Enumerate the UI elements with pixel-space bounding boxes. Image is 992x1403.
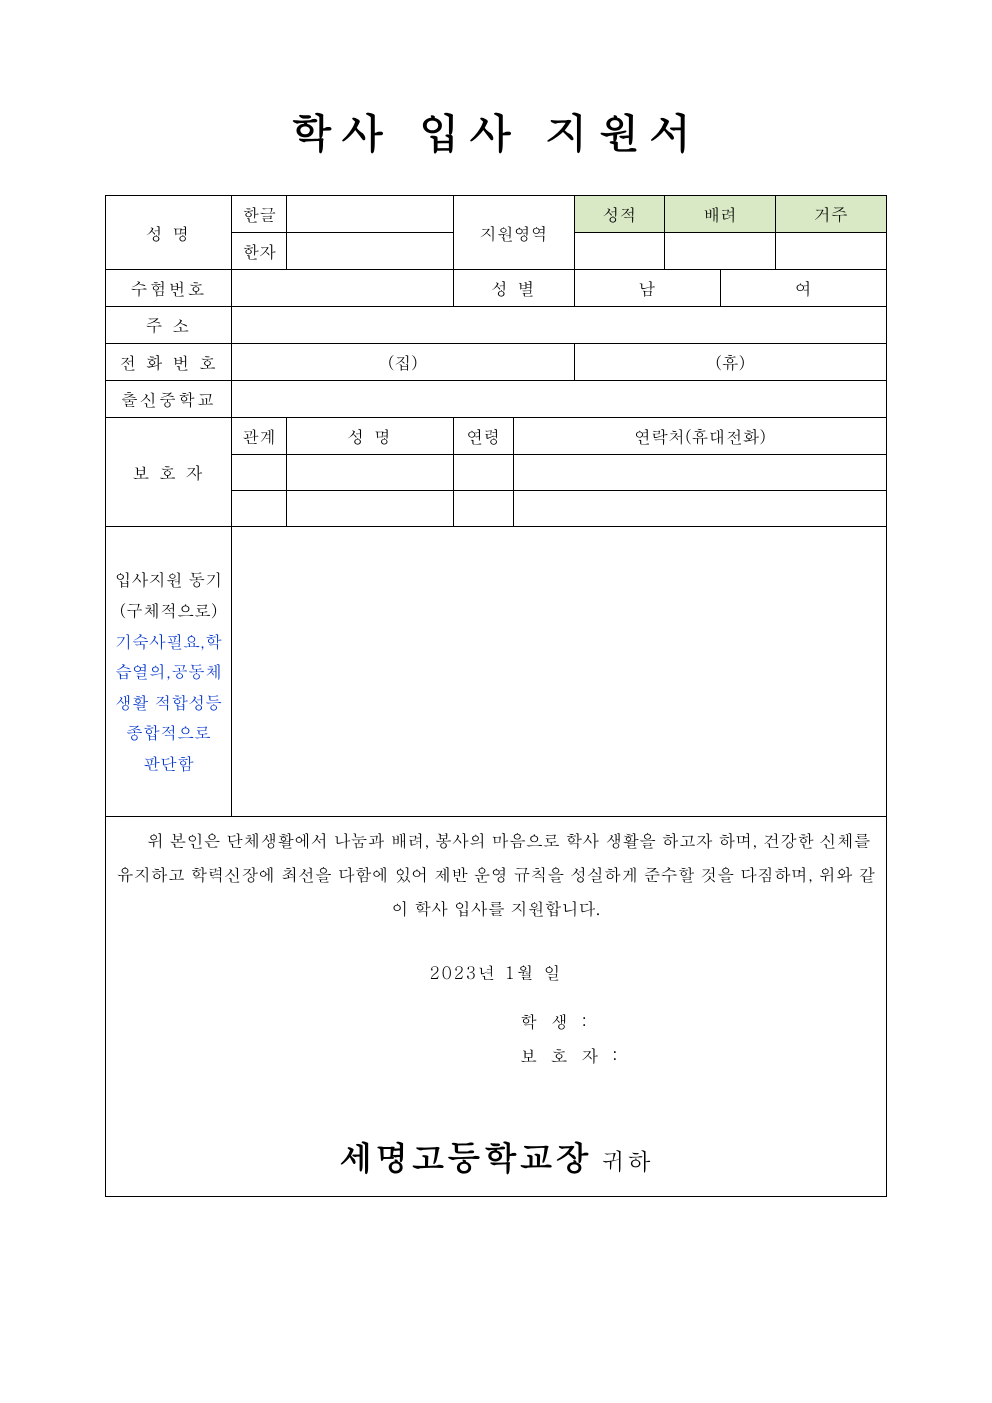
field-guardian1-name[interactable]	[287, 455, 453, 491]
label-relation: 관계	[231, 418, 286, 455]
field-area-care[interactable]	[665, 233, 776, 270]
label-age: 연령	[453, 418, 513, 455]
field-guardian1-relation[interactable]	[231, 455, 286, 491]
field-exam-no[interactable]	[231, 270, 453, 307]
field-name-hanja[interactable]	[287, 233, 453, 270]
label-contact: 연락처(휴대전화)	[514, 418, 887, 455]
label-phone: 전 화 번 호	[106, 344, 232, 381]
field-phone-mobile[interactable]: (휴)	[574, 344, 886, 381]
label-guardian: 보 호 자	[106, 418, 232, 527]
label-address: 주 소	[106, 307, 232, 344]
declaration-text: 위 본인은 단체생활에서 나눔과 배려, 봉사의 마음으로 학사 생활을 하고자…	[110, 823, 882, 925]
label-guardian-name: 성 명	[287, 418, 453, 455]
field-guardian1-contact[interactable]	[514, 455, 887, 491]
field-name-hangul[interactable]	[287, 196, 453, 233]
field-area-grade[interactable]	[574, 233, 665, 270]
label-middle-school: 출신중학교	[106, 381, 232, 418]
label-hangul: 한글	[231, 196, 286, 233]
field-guardian2-name[interactable]	[287, 491, 453, 527]
motivation-note-text: 기숙사필요,학습열의,공동체생활 적합성등종합적으로판단함	[115, 629, 223, 775]
field-motivation[interactable]	[231, 527, 886, 817]
field-gender-female[interactable]: 여	[720, 270, 886, 307]
field-guardian2-age[interactable]	[453, 491, 513, 527]
label-name: 성 명	[106, 196, 232, 270]
label-area-residence: 거주	[776, 196, 887, 233]
label-gender: 성 별	[453, 270, 574, 307]
declaration-cell: 위 본인은 단체생활에서 나눔과 배려, 봉사의 마음으로 학사 생활을 하고자…	[106, 817, 887, 1197]
application-form: 성 명 한글 지원영역 성적 배려 거주 한자 수험번호 성 별 남 여 주 소…	[105, 195, 887, 1197]
field-phone-home[interactable]: (집)	[231, 344, 574, 381]
principal-line: 세명고등학교장 귀하	[110, 1122, 882, 1190]
label-apply-area: 지원영역	[453, 196, 574, 270]
label-hanja: 한자	[231, 233, 286, 270]
signature-student: 학 생 :	[110, 1004, 882, 1038]
field-middle-school[interactable]	[231, 381, 886, 418]
motivation-main-text: 입사지원 동기(구체적으로)	[115, 567, 223, 622]
declaration-date: 2023년 1월 일	[110, 955, 882, 989]
principal-suffix: 귀하	[601, 1143, 653, 1177]
principal-name: 세명고등학교장	[339, 1131, 591, 1180]
label-area-grade: 성적	[574, 196, 665, 233]
field-guardian1-age[interactable]	[453, 455, 513, 491]
field-guardian2-relation[interactable]	[231, 491, 286, 527]
field-guardian2-contact[interactable]	[514, 491, 887, 527]
signature-guardian: 보 호 자 :	[110, 1038, 882, 1072]
field-area-residence[interactable]	[776, 233, 887, 270]
field-gender-male[interactable]: 남	[574, 270, 720, 307]
document-title: 학사 입사 지원서	[105, 100, 887, 160]
field-address[interactable]	[231, 307, 886, 344]
label-motivation: 입사지원 동기(구체적으로) 기숙사필요,학습열의,공동체생활 적합성등종합적으…	[106, 527, 232, 817]
label-area-care: 배려	[665, 196, 776, 233]
label-exam-no: 수험번호	[106, 270, 232, 307]
